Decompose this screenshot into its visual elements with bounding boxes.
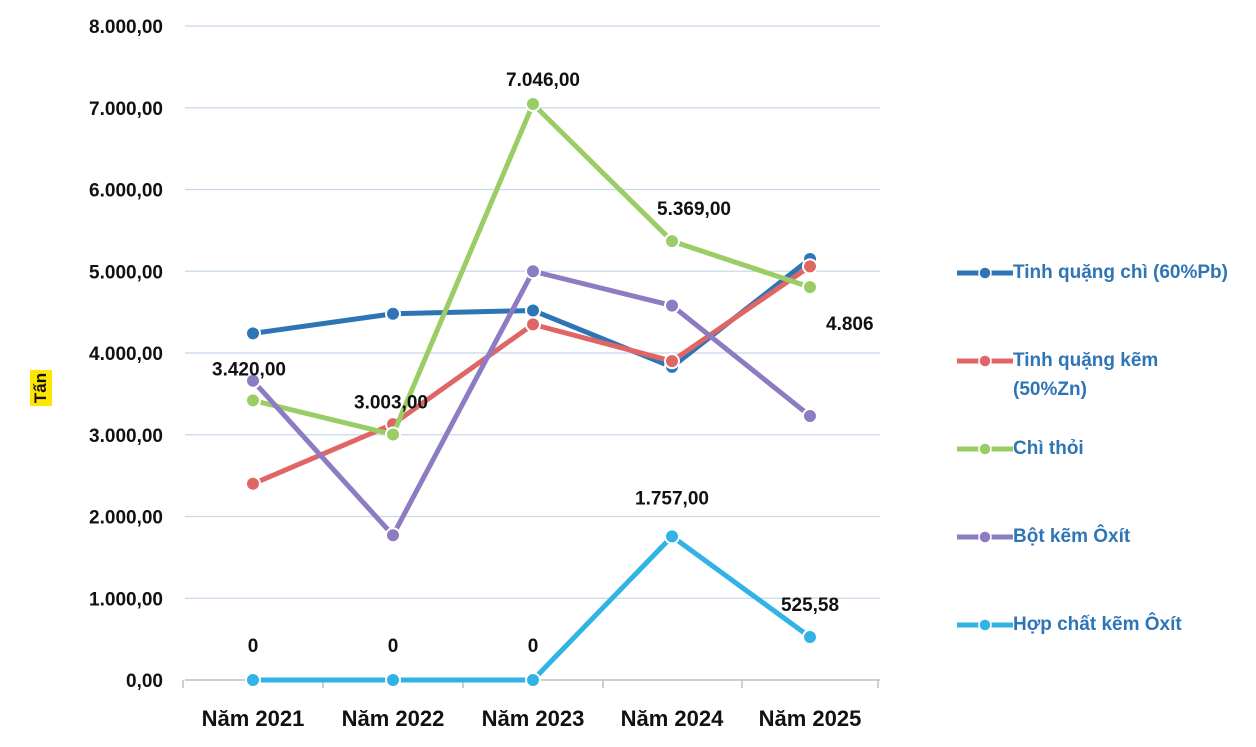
y-tick-label: 1.000,00 [89, 589, 163, 610]
series-marker [525, 302, 541, 319]
legend-swatch-zinc-oxide-compound [957, 618, 1013, 632]
series-marker [664, 233, 680, 250]
legend-item-zinc-concentrate: Tinh quặng kẽm (50%Zn) [955, 346, 1245, 434]
series-marker [525, 95, 541, 112]
y-tick-label: 3.000,00 [89, 426, 163, 447]
legend: Tinh quặng chì (60%Pb) Tinh quặng kẽm (5… [955, 258, 1245, 698]
series-marker [385, 305, 401, 322]
data-label: 0 [388, 636, 399, 657]
data-label: 3.420,00 [212, 359, 286, 380]
legend-label: Hợp chất kẽm Ôxít [1013, 614, 1182, 635]
legend-swatch-zinc-oxide-powder [957, 530, 1013, 544]
series-marker [245, 325, 261, 342]
data-label: 3.003,00 [354, 393, 428, 414]
x-tick-label: Năm 2023 [482, 706, 585, 731]
legend-label: Tinh quặng chì (60%Pb) [1013, 262, 1228, 283]
y-tick-label: 8.000,00 [89, 17, 163, 38]
x-tick-label: Năm 2022 [342, 706, 445, 731]
series-line [250, 533, 813, 683]
legend-item-zinc-oxide-powder: Bột kẽm Ôxít [955, 522, 1245, 610]
series-marker [802, 279, 818, 296]
series-line [250, 263, 813, 487]
series-marker [245, 372, 261, 389]
x-tick-label: Năm 2024 [621, 706, 725, 731]
legend-swatch-lead-ingot [957, 442, 1013, 456]
legend-item-lead-ingot: Chì thỏi [955, 434, 1245, 522]
series-marker [802, 629, 818, 646]
data-label: 525,58 [781, 595, 839, 616]
series-marker [245, 672, 261, 688]
legend-label: Chì thỏi [1013, 438, 1084, 459]
legend-label: Tinh quặng kẽm (50%Zn) [1013, 350, 1159, 400]
legend-item-zinc-oxide-compound: Hợp chất kẽm Ôxít [955, 610, 1245, 698]
series-marker [245, 392, 261, 409]
series-marker [802, 407, 818, 424]
series-marker [525, 263, 541, 280]
series-marker [385, 527, 401, 544]
series-marker [664, 528, 680, 545]
y-tick-label: 7.000,00 [89, 99, 163, 120]
x-tick-label: Năm 2025 [759, 706, 862, 731]
series-marker [385, 426, 401, 443]
x-tick-label: Năm 2021 [202, 706, 305, 731]
data-label: 0 [528, 636, 539, 657]
series-marker [245, 475, 261, 492]
y-tick-label: 5.000,00 [89, 262, 163, 283]
y-tick-label: 6.000,00 [89, 181, 163, 202]
series-marker [525, 316, 541, 333]
series-marker [802, 258, 818, 275]
series-marker [385, 672, 401, 688]
legend-swatch-lead-concentrate [957, 266, 1013, 280]
series-marker [664, 297, 680, 314]
legend-label: Bột kẽm Ôxít [1013, 526, 1131, 547]
y-tick-label: 0,00 [126, 671, 163, 692]
axis-layer: 0,00 1.000,00 2.000,00 3.000,00 4.000,00 5.00… [89, 17, 880, 731]
data-label: 5.369,00 [657, 199, 731, 220]
data-label-layer: 3.420,00 3.003,00 7.046,00 5.369,00 4.806 0 0 0… [212, 70, 874, 657]
y-tick-label: 2.000,00 [89, 508, 163, 529]
data-label: 1.757,00 [635, 488, 709, 509]
data-label: 7.046,00 [506, 70, 580, 91]
legend-swatch-zinc-concentrate [957, 354, 1013, 368]
data-label: 4.806 [826, 314, 874, 335]
series-marker [664, 353, 680, 370]
data-label: 0 [248, 636, 259, 657]
series-marker [525, 672, 541, 688]
series-layer [245, 95, 818, 688]
y-axis-title: Tấn [31, 372, 51, 404]
y-axis-title-box: Tấn [30, 370, 52, 406]
legend-item-lead-concentrate: Tinh quặng chì (60%Pb) [955, 258, 1245, 346]
y-tick-label: 4.000,00 [89, 344, 163, 365]
